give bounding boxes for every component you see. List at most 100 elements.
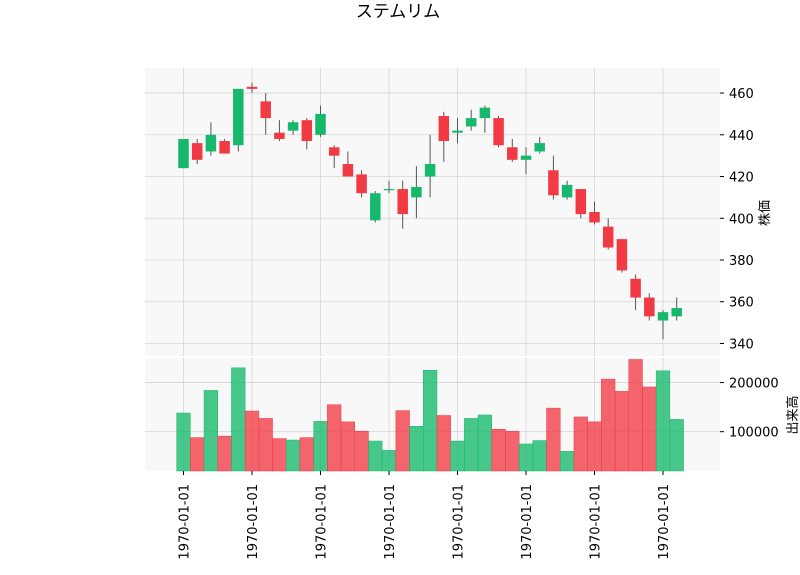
price-tick-label: 420 [729,171,754,186]
candle-up [287,122,299,131]
candle-up [452,130,463,133]
candle-down [438,116,450,142]
x-axis: 1970-01-01 1970-01-01 1970-01-01 1970-01-01… [178,471,672,560]
candle-down [630,278,641,298]
volume-bar [669,419,684,472]
volume-bar [368,440,383,472]
volume-bars [176,359,684,472]
volume-bar [505,430,520,472]
x-tick-label: 1970-01-01 [520,484,535,560]
volume-bar [409,426,424,472]
volume-bar [190,437,205,472]
volume-bar [560,451,575,472]
candle-up [411,186,422,198]
candle-up [520,155,532,160]
candle-down [507,147,518,160]
x-tick-label: 1970-01-01 [383,484,398,560]
volume-tick-label: 100000 [729,426,779,441]
candle-down [644,297,655,317]
volume-bar [532,440,547,472]
volume-bar [587,421,602,472]
volume-bar [546,407,561,472]
volume-bar [573,416,588,472]
volume-bar [286,439,301,472]
volume-bar [354,430,369,472]
volume-bar [628,359,643,472]
price-tick-label: 460 [729,87,754,102]
x-tick-label: 1970-01-01 [452,484,467,560]
price-tick-label: 360 [729,296,754,311]
volume-bar [244,410,260,472]
volume-bar [203,390,219,472]
x-tick-label: 1970-01-01 [657,484,672,560]
candle-down [616,239,628,271]
price-candles [178,82,682,340]
candle-down [301,120,313,142]
candle-down [589,212,600,223]
volume-axis-label: 出来高 [785,395,800,434]
volume-bar [614,391,629,472]
volume-bar [601,378,616,472]
candle-down [274,132,285,139]
volume-bar [217,435,232,472]
candle-up [465,118,477,127]
candle-down [548,170,559,196]
volume-bar [381,450,397,472]
volume-bar [477,414,492,472]
volume-bar [176,412,191,472]
candle-up [383,189,395,191]
volume-tick-label: 200000 [729,377,779,392]
x-tick-label: 1970-01-01 [589,484,604,560]
candle-up [178,138,189,169]
candle-down [246,86,258,89]
volume-panel: 100000 200000 出来高 [145,358,800,472]
volume-bar [231,367,246,472]
volume-bar [313,421,328,472]
price-panel-background [145,68,720,356]
candle-down [191,143,203,160]
candle-up [657,312,669,321]
volume-bar [272,438,287,472]
price-tick-label: 340 [729,337,754,352]
x-tick-label: 1970-01-01 [315,484,330,560]
candle-up [671,308,682,317]
candle-up [205,134,217,152]
volume-bar [340,421,355,472]
candle-down [397,189,408,215]
volume-bar [491,428,506,472]
price-axis-label: 株価 [758,200,773,226]
volume-bar [450,440,465,472]
volume-bar [327,404,342,472]
candle-down [328,147,340,156]
candle-down [219,141,230,154]
volume-bar [395,410,410,472]
candle-up [479,107,491,119]
volume-bar [655,370,671,472]
chart-title: ステムリム [356,2,441,22]
volume-bar [423,370,438,472]
candle-down [260,101,271,119]
candle-down [493,118,504,146]
price-axis: 340 360 380 400 420 440 460 [720,87,754,352]
candle-down [575,189,587,215]
candle-down [602,226,614,248]
candle-down [356,174,367,194]
candle-up [370,193,381,221]
candle-up [424,164,436,177]
volume-bar [258,418,273,472]
volume-bar [642,386,657,472]
volume-axis: 100000 200000 [720,377,779,441]
x-tick-label: 1970-01-01 [178,484,193,560]
price-tick-label: 440 [729,129,754,144]
candle-up [561,184,573,198]
volume-bar [436,415,451,472]
candle-up [315,113,326,135]
volume-bar [299,437,314,472]
volume-bar [518,443,534,472]
candle-down [342,164,354,177]
x-tick-label: 1970-01-01 [246,484,261,560]
price-tick-label: 400 [729,212,754,227]
candle-up [534,143,545,152]
candle-up [233,88,244,146]
